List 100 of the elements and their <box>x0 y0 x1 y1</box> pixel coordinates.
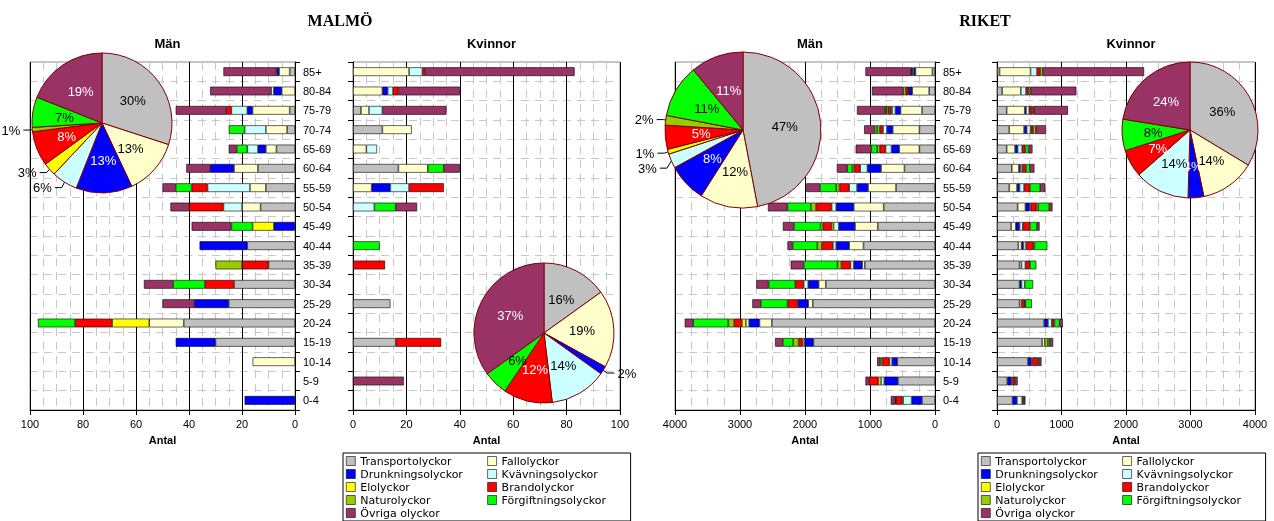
x-tick-label: 80 <box>76 417 90 430</box>
x-tick-label: 60 <box>507 417 520 430</box>
legend-label: Fallolyckor <box>501 454 560 468</box>
x-tick-label: 0 <box>993 417 1001 430</box>
legend-label: Brandolyckor <box>501 480 575 494</box>
y-tick-label: 80-84 <box>303 85 332 97</box>
legend-label: Elolyckor <box>360 480 411 494</box>
x-tick-label: 4000 <box>1242 417 1268 430</box>
x-tick-label: 60 <box>129 417 143 430</box>
data-label: 24% <box>1153 94 1180 110</box>
y-tick-label: 40-44 <box>303 239 332 252</box>
x-tick-label: 4000 <box>662 417 688 430</box>
y-tick-label: 60-64 <box>303 162 332 175</box>
data-label: 13% <box>117 140 144 156</box>
data-label: 2% <box>634 112 655 128</box>
x-tick-label: 80 <box>560 417 573 430</box>
legend-label: Transportolyckor <box>359 454 452 468</box>
x-tick-label: 0 <box>349 417 357 430</box>
y-tick-label: 85+ <box>303 65 322 78</box>
legend-label: Kvävningsolyckor <box>501 467 599 481</box>
data-label: 6% <box>33 180 53 196</box>
y-tick-label: 65-69 <box>943 143 972 155</box>
data-label: 13% <box>90 153 117 169</box>
legend-label: Elolyckor <box>995 480 1046 494</box>
x-tick-label: 1000 <box>1049 417 1074 430</box>
x-tick-label: 0 <box>931 417 939 430</box>
legend-label: Övriga olyckor <box>360 506 441 520</box>
legend-label: Förgiftningsolyckor <box>1136 493 1242 507</box>
y-tick-label: 25-29 <box>303 297 332 310</box>
y-tick-label: 55-59 <box>943 181 972 194</box>
data-label: 8% <box>702 151 723 167</box>
y-tick-label: 40-44 <box>943 239 972 252</box>
y-tick-label: 60-64 <box>943 162 972 175</box>
data-label: 11% <box>694 101 720 117</box>
y-tick-label: 70-74 <box>303 123 332 136</box>
x-axis-title: Antal <box>791 433 819 446</box>
data-label: 19% <box>568 323 596 339</box>
legend-label: Fallolyckor <box>1136 454 1195 468</box>
legend-label: Förgiftningsolyckor <box>501 493 607 507</box>
legend-label: Naturolyckor <box>360 493 431 507</box>
x-axis-title: Antal <box>472 433 501 446</box>
y-tick-label: 0-4 <box>303 394 319 407</box>
data-label: 8% <box>57 129 77 145</box>
y-tick-label: 70-74 <box>943 123 972 136</box>
y-tick-label: 10-14 <box>303 355 332 368</box>
legend-label: Drunkningsolyckor <box>360 467 464 481</box>
y-tick-label: 5-9 <box>303 375 319 387</box>
x-tick-label: 40 <box>453 417 466 430</box>
y-tick-label: 10-14 <box>943 355 972 368</box>
y-tick-label: 15-19 <box>943 336 972 349</box>
data-label: 7% <box>1148 140 1168 156</box>
y-tick-label: 75-79 <box>303 104 332 117</box>
y-tick-label: 0-4 <box>943 394 959 407</box>
data-label: 8% <box>1143 125 1163 141</box>
data-label: 12% <box>722 163 749 179</box>
y-tick-label: 20-24 <box>943 317 972 329</box>
data-label: 47% <box>771 118 799 134</box>
y-tick-label: 35-39 <box>303 259 332 271</box>
legend-label: Transportolyckor <box>994 454 1087 468</box>
data-label: 16% <box>548 291 575 307</box>
x-axis-title: Antal <box>148 433 177 446</box>
y-tick-label: 80-84 <box>943 85 972 97</box>
data-label: 3% <box>638 160 658 176</box>
y-tick-label: 35-39 <box>943 259 972 271</box>
data-label: 30% <box>119 93 147 109</box>
y-tick-label: 75-79 <box>943 104 972 117</box>
x-tick-label: 20 <box>400 417 413 430</box>
chart-title: Män <box>797 36 824 51</box>
x-tick-label: 2000 <box>1113 417 1139 430</box>
x-tick-label: 3000 <box>727 417 753 430</box>
data-label: 19% <box>67 84 95 100</box>
x-tick-label: 3000 <box>1178 417 1203 430</box>
x-tick-label: 2000 <box>792 417 818 430</box>
y-tick-label: 30-34 <box>303 278 332 291</box>
chart-title: Män <box>154 36 181 51</box>
legend-label: Naturolyckor <box>995 493 1066 507</box>
data-label: 5% <box>691 126 712 142</box>
y-tick-label: 25-29 <box>943 297 972 310</box>
x-tick-label: 1000 <box>857 417 883 430</box>
y-tick-label: 45-49 <box>943 220 972 233</box>
data-label: 1% <box>1 122 21 138</box>
y-tick-label: 45-49 <box>303 220 332 233</box>
x-tick-label: 0 <box>291 417 299 430</box>
x-tick-label: 20 <box>235 417 249 430</box>
legend-label: Övriga olyckor <box>995 506 1076 520</box>
chart-title: Kvinnor <box>466 36 517 51</box>
data-label: 7% <box>55 109 75 125</box>
y-tick-label: 85+ <box>943 65 962 78</box>
y-tick-label: 5-9 <box>943 375 959 387</box>
y-tick-label: 20-24 <box>303 317 332 329</box>
data-label: 1% <box>635 145 655 161</box>
x-axis-title: Antal <box>1112 433 1140 446</box>
y-tick-label: 30-34 <box>943 278 972 291</box>
y-tick-label: 65-69 <box>303 143 332 155</box>
text: MALMÖ <box>307 12 373 30</box>
chart-title: Kvinnor <box>1106 36 1156 51</box>
text: RIKET <box>959 12 1011 30</box>
x-tick-label: 100 <box>20 417 40 430</box>
legend-label: Brandolyckor <box>1136 480 1210 494</box>
data-label: 14% <box>550 358 577 374</box>
